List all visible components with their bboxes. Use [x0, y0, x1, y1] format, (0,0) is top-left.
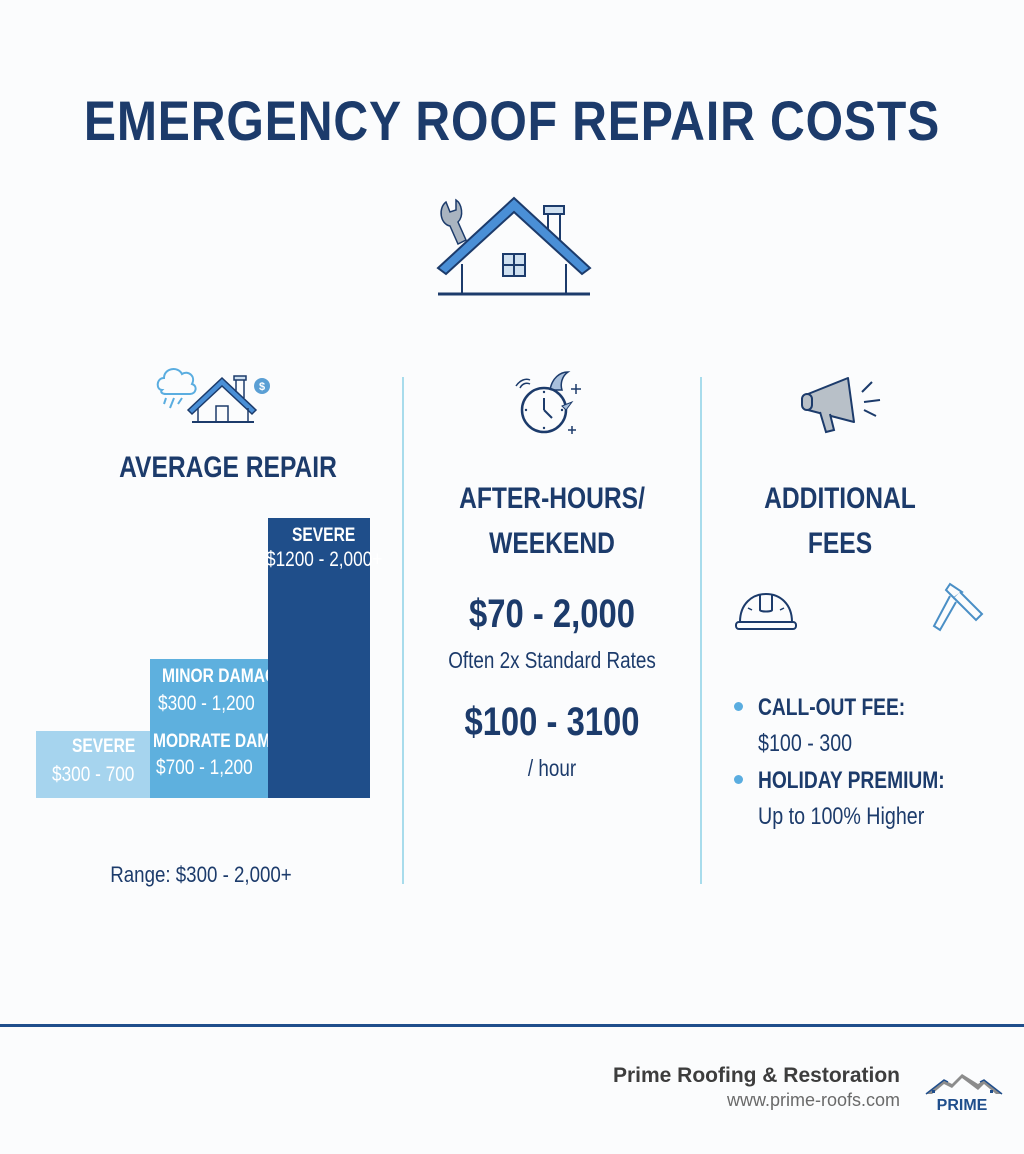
bullet-icon — [734, 775, 743, 784]
bar-severe-low: SEVERE $300 - 700 — [36, 731, 150, 798]
average-repair-heading: AVERAGE REPAIR — [119, 451, 337, 484]
hard-hat-icon — [735, 592, 797, 630]
footer-divider — [0, 1024, 1024, 1027]
fee-value: Up to 100% Higher — [758, 803, 925, 830]
page-title: EMERGENCY ROOF REPAIR COSTS — [83, 89, 941, 152]
svg-text:$: $ — [259, 381, 265, 393]
house-wrench-icon — [436, 196, 592, 296]
bar-label: MINOR DAMAGE: — [162, 666, 293, 687]
bar-severe-high: SEVERE $1200 - 2,000+ — [266, 518, 382, 798]
fee-value: $100 - 300 — [758, 730, 853, 757]
additional-fees-heading-line1: ADDITIONAL — [764, 482, 916, 515]
column-divider — [402, 377, 404, 884]
after-hours-price: $70 - 2,000 — [469, 592, 635, 636]
bar-minor-moderate: MINOR DAMAGE: $300 - 1,200 MODRATE DAMAG… — [150, 659, 304, 798]
bar-value: $300 - 1,200 — [158, 692, 255, 715]
bar-value: $1200 - 2,000+ — [266, 548, 383, 571]
company-url[interactable]: www.prime-roofs.com — [726, 1090, 900, 1110]
after-hours-note: Often 2x Standard Rates — [448, 647, 656, 673]
prime-logo-icon: PRIME — [925, 1074, 1003, 1112]
column-divider — [700, 377, 702, 884]
additional-fees-heading-line2: FEES — [807, 527, 873, 560]
house-rain-dollar-icon: $ — [156, 368, 270, 423]
bar-label-secondary: MODRATE DAMAGE — [153, 731, 305, 752]
range-label: Range: $300 - 2,000+ — [110, 862, 292, 887]
megaphone-icon — [801, 377, 881, 434]
fee-label: HOLIDAY PREMIUM: — [758, 767, 945, 794]
fee-label: CALL-OUT FEE: — [758, 694, 906, 721]
fee-item-holiday: HOLIDAY PREMIUM: Up to 100% Higher — [734, 767, 1014, 831]
clock-moon-icon — [515, 371, 581, 434]
bar-value: $300 - 700 — [52, 763, 135, 786]
hammer-icon — [932, 582, 984, 632]
hourly-price: $100 - 3100 — [464, 700, 640, 744]
hourly-note: / hour — [527, 755, 577, 781]
bar-label: SEVERE — [72, 736, 136, 757]
svg-text:PRIME: PRIME — [937, 1097, 988, 1112]
company-name: Prime Roofing & Restoration — [612, 1064, 900, 1087]
fee-item-callout: CALL-OUT FEE: $100 - 300 — [734, 694, 1014, 758]
bullet-icon — [734, 702, 743, 711]
after-hours-heading-line2: WEEKEND — [489, 527, 615, 560]
bar-value-secondary: $700 - 1,200 — [156, 756, 253, 779]
bar-label: SEVERE — [292, 525, 356, 546]
after-hours-heading-line1: AFTER-HOURS/ — [459, 482, 645, 515]
